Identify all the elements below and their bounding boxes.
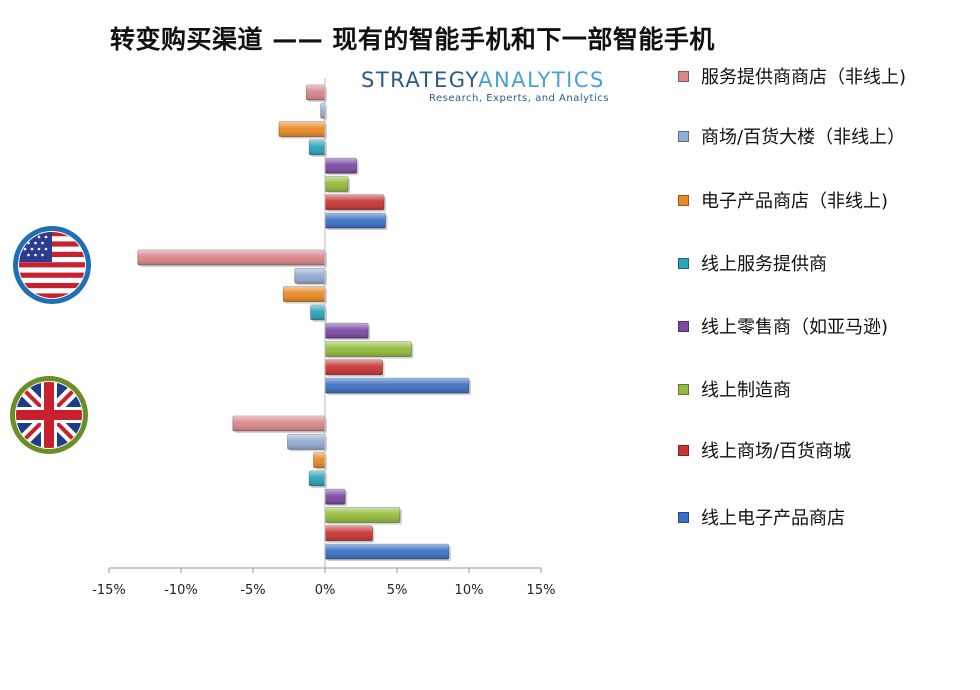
bar-1-2: [320, 102, 327, 121]
bar-3-2: [287, 433, 327, 452]
chart-title: 转变购买渠道 —— 现有的智能手机和下一部智能手机: [110, 25, 715, 54]
bar-shine: [137, 250, 325, 265]
x-tick-label: -5%: [240, 583, 265, 598]
bar-3-5: [324, 488, 348, 507]
bar-shine: [325, 194, 385, 210]
bar-shine: [320, 103, 325, 119]
x-tick-label: 10%: [455, 583, 484, 598]
legend-swatch: [678, 511, 689, 523]
legend-swatch: [678, 130, 689, 142]
bar-shine: [309, 139, 325, 155]
legend-label: 商场/百货大楼（非线上）: [701, 127, 906, 148]
legend-label: 线上电子产品商店: [701, 508, 845, 529]
bar-2-7: [324, 359, 385, 377]
x-tick-label: -10%: [164, 583, 198, 598]
bar-shine: [283, 286, 325, 302]
legend-swatch: [678, 70, 689, 82]
logo-text-strategy: STRATEGY: [361, 68, 479, 92]
bar-shine: [325, 158, 357, 174]
legend-label: 电子产品商店（非线上): [701, 191, 889, 212]
bar-3-7: [324, 525, 375, 543]
bar-shine: [309, 470, 325, 486]
bar-1-3: [278, 121, 327, 139]
bar-shine: [306, 85, 325, 100]
legend-item: 线上商场/百货商城: [678, 438, 851, 462]
bar-shine: [325, 341, 412, 357]
legend-label: 服务提供商商店（非线上): [701, 67, 907, 88]
bar-2-1: [137, 249, 327, 267]
legend-item: 线上电子产品商店: [678, 505, 845, 529]
bar-1-8: [324, 212, 388, 231]
strategy-analytics-logo: STRATEGYANALYTICS Research, Experts, and…: [361, 68, 629, 104]
plot-area: -15% -10% -5% 0% 5% 10% 15%: [92, 78, 555, 598]
legend-label: 线上服务提供商: [701, 254, 827, 275]
legend-swatch: [678, 320, 689, 332]
bar-1-6: [324, 176, 351, 194]
bar-2-8: [324, 377, 471, 396]
bar-shine: [325, 525, 373, 541]
bar-2-3: [282, 286, 327, 304]
bar-shine: [325, 359, 383, 375]
bar-shine: [287, 434, 325, 450]
legend-swatch: [678, 383, 689, 395]
legend-swatch: [678, 444, 689, 456]
bar-1-5: [324, 157, 359, 176]
bar-shine: [294, 268, 325, 284]
uk-flag-icon: [10, 376, 88, 454]
bar-2-6: [324, 341, 414, 359]
bar-1-4: [308, 139, 327, 157]
bar-2-4: [310, 304, 327, 322]
legend-item: 商场/百货大楼（非线上）: [678, 124, 905, 148]
x-tick-label: 5%: [387, 583, 408, 598]
bar-2-2: [294, 267, 327, 286]
legend-swatch: [678, 194, 689, 206]
x-tick-label: 0%: [315, 583, 336, 598]
bar-3-6: [324, 507, 402, 525]
bar-shine: [313, 452, 325, 468]
bar-3-8: [324, 543, 451, 562]
bar-2-5: [324, 322, 371, 341]
legend-item: 线上制造商: [678, 377, 791, 401]
bar-shine: [310, 304, 325, 320]
legend-item: 线上服务提供商: [678, 251, 827, 275]
legend-label: 线上零售商（如亚马逊): [701, 317, 889, 338]
legend-item: 电子产品商店（非线上): [678, 188, 888, 212]
logo-tagline: Research, Experts, and Analytics: [429, 93, 609, 104]
bar-shine: [325, 176, 349, 192]
logo-text-analytics: ANALYTICS: [478, 68, 605, 92]
bar-1-7: [324, 194, 387, 212]
us-flag-icon: [13, 226, 91, 304]
bar-shine: [325, 378, 469, 394]
bar-shine: [325, 323, 369, 339]
bar-shine: [325, 489, 346, 505]
bar-shine: [325, 213, 386, 229]
legend-swatch: [678, 257, 689, 269]
bar-3-1: [232, 415, 327, 433]
legend-item: 线上零售商（如亚马逊): [678, 314, 888, 338]
bar-3-4: [308, 470, 327, 488]
legend-label: 线上制造商: [701, 380, 791, 401]
x-tick-label: 15%: [527, 583, 556, 598]
bar-shine: [325, 544, 449, 560]
bar-shine: [278, 121, 325, 137]
legend-label: 线上商场/百货商城: [701, 441, 852, 462]
bar-1-1: [305, 84, 327, 102]
legend-item: 服务提供商商店（非线上): [678, 64, 906, 88]
bar-shine: [232, 416, 325, 431]
bar-shine: [325, 507, 400, 523]
x-tick-label: -15%: [92, 583, 126, 598]
bar-3-3: [313, 452, 327, 470]
